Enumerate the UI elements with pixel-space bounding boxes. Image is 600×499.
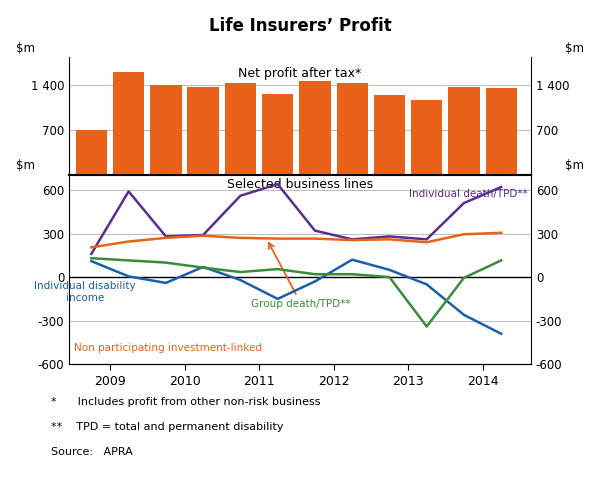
Text: *      Includes profit from other non-risk business: * Includes profit from other non-risk bu… [51,397,320,407]
Text: Selected business lines: Selected business lines [227,178,373,191]
Bar [225,83,256,176]
Bar [448,87,479,176]
Text: $m: $m [16,42,35,55]
Bar [337,83,368,176]
Text: $m: $m [16,159,35,172]
Text: $m: $m [565,42,584,55]
Bar [262,94,293,176]
Text: **    TPD = total and permanent disability: ** TPD = total and permanent disability [51,422,284,432]
Bar [374,95,405,176]
Text: Group death/TPD**: Group death/TPD** [251,243,351,309]
Text: Source:   APRA: Source: APRA [51,447,133,457]
Text: Individual death/TPD**: Individual death/TPD** [409,189,527,199]
Text: Net profit after tax*: Net profit after tax* [238,67,362,80]
Bar [150,85,182,176]
Bar [187,87,219,176]
Text: Individual disability
income: Individual disability income [34,281,136,303]
Bar [299,81,331,176]
Bar [411,100,442,176]
Text: Life Insurers’ Profit: Life Insurers’ Profit [209,17,391,35]
Text: Non participating investment-linked: Non participating investment-linked [74,342,262,353]
Bar [485,88,517,176]
Bar [76,130,107,176]
Bar [113,72,144,176]
Text: $m: $m [565,159,584,172]
